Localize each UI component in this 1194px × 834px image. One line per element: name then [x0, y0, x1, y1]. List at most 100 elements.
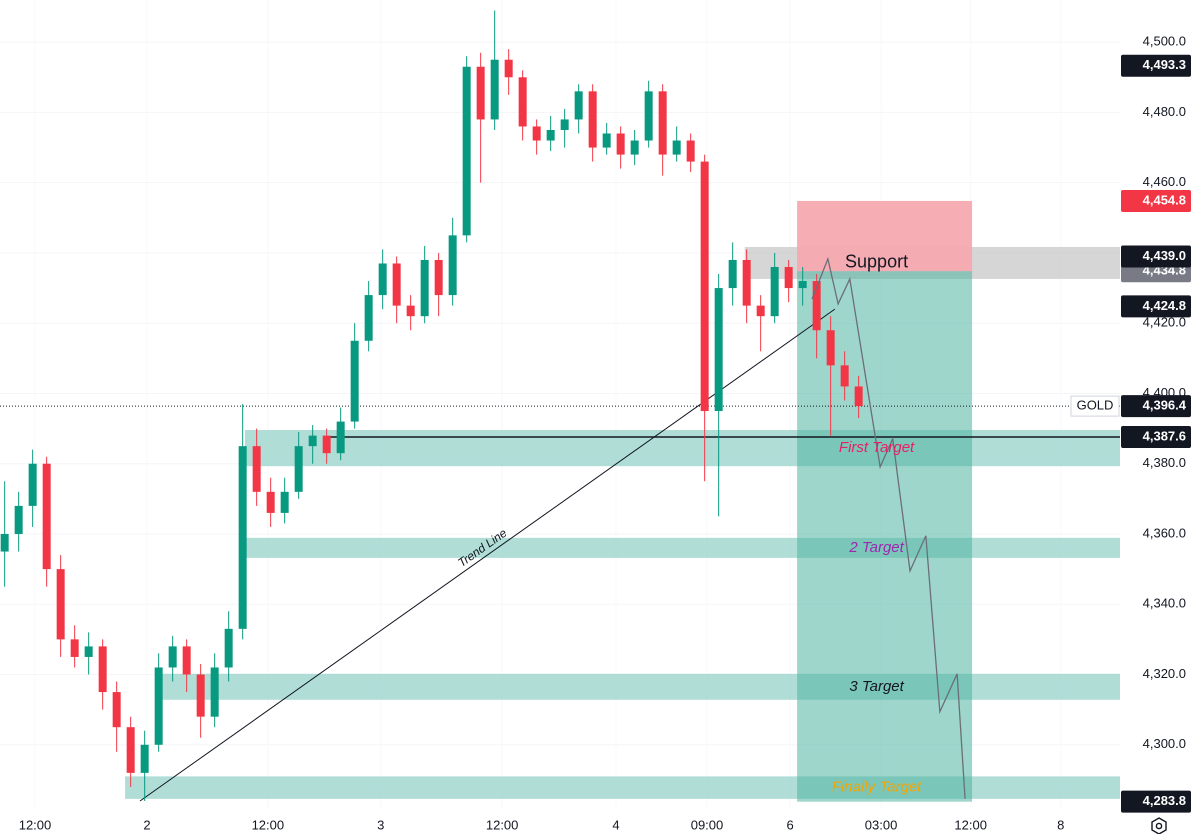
candle-body: [406, 305, 415, 317]
candle-body: [392, 263, 401, 306]
drawing-layer: [0, 200, 1121, 802]
projection-path: [811, 256, 966, 799]
candle-body: [42, 463, 51, 570]
candle-body: [14, 505, 23, 534]
candle-body: [742, 259, 751, 306]
candle-body: [0, 533, 9, 552]
y-tick-label: 4,500.0: [1143, 34, 1186, 49]
candle-body: [462, 66, 471, 236]
zone-label: Finally Target: [832, 779, 922, 796]
candle-body: [420, 259, 429, 317]
zone: [239, 537, 1120, 558]
candle-body: [798, 281, 807, 289]
price-label-box: [1121, 790, 1191, 813]
candle-body: [518, 77, 527, 127]
candle-body: [812, 281, 821, 331]
candle-body: [322, 435, 331, 454]
candle-body: [854, 386, 863, 407]
x-tick-label: 12:00: [19, 817, 52, 832]
zone-label: First Target: [839, 439, 915, 456]
candle-body: [504, 59, 513, 78]
y-tick-label: 4,460.0: [1143, 174, 1186, 189]
candle-body: [252, 446, 261, 492]
candle-body: [266, 491, 275, 513]
candle-body: [140, 744, 149, 773]
candle-body: [616, 133, 625, 155]
candle-body: [840, 365, 849, 387]
candle-body: [434, 259, 443, 296]
y-tick-label: 4,320.0: [1143, 666, 1186, 681]
candle-layer: [0, 10, 863, 801]
x-tick-label: 2: [143, 817, 150, 832]
candle-body: [672, 140, 681, 155]
candle-body: [770, 266, 779, 317]
zone-label: 2 Target: [848, 539, 904, 556]
candle-body: [280, 491, 289, 513]
candle-body: [210, 667, 219, 717]
candle-body: [784, 266, 793, 289]
candle-body: [574, 91, 583, 120]
price-label: 4,454.8: [1143, 192, 1186, 207]
candle-body: [728, 259, 737, 289]
candle-body: [644, 91, 653, 141]
candle-body: [546, 129, 555, 141]
price-label: 4,439.0: [1143, 248, 1186, 263]
candle-body: [112, 692, 121, 728]
x-tick-label: 12:00: [954, 817, 987, 832]
x-tick-label: 12:00: [486, 817, 519, 832]
price-label-box: [1121, 54, 1191, 77]
candle-body: [532, 126, 541, 141]
price-label-box: [1121, 295, 1191, 318]
x-tick-label: 09:00: [691, 817, 724, 832]
symbol-tag-box: [1070, 395, 1120, 417]
candle-body: [560, 119, 569, 130]
x-tick-label: 6: [786, 817, 793, 832]
candle-body: [476, 66, 485, 120]
candle-body: [714, 288, 723, 412]
candle-body: [686, 140, 695, 162]
x-tick-label: 3: [377, 817, 384, 832]
price-label: 4,424.8: [1143, 298, 1186, 313]
x-tick-label: 8: [1057, 817, 1064, 832]
price-label: 4,396.4: [1143, 398, 1187, 413]
settings-icon[interactable]: [1151, 817, 1167, 834]
candle-body: [196, 674, 205, 717]
zone-label: 3 Target: [849, 678, 904, 695]
candle-body: [84, 646, 93, 657]
candle-body: [336, 421, 345, 454]
candle-body: [826, 330, 835, 366]
candle-body: [126, 727, 135, 773]
candle-body: [378, 263, 387, 296]
candle-body: [756, 305, 765, 317]
candle-body: [154, 667, 163, 745]
y-tick-label: 4,300.0: [1143, 736, 1186, 751]
price-label: 4,283.8: [1143, 793, 1186, 808]
zone-label: Support: [845, 252, 908, 272]
settings-hexagon: [1151, 817, 1167, 834]
candle-body: [308, 435, 317, 447]
candle-body: [98, 646, 107, 693]
candle-body: [238, 446, 247, 629]
x-tick-label: 4: [612, 817, 619, 832]
price-label-box: [1121, 245, 1191, 268]
price-label-box: [1121, 189, 1191, 212]
y-tick-label: 4,340.0: [1143, 596, 1186, 611]
candle-body: [364, 295, 373, 341]
candle-body: [168, 646, 177, 668]
price-label: 4,387.6: [1143, 428, 1186, 443]
candle-body: [602, 133, 611, 148]
candle-body: [70, 639, 79, 657]
y-tick-label: 4,480.0: [1143, 104, 1186, 119]
price-label: 4,493.3: [1143, 57, 1186, 72]
price-label-box: [1121, 426, 1191, 449]
candle-body: [56, 569, 65, 640]
candle-body: [588, 91, 597, 148]
price-label-box: [1121, 395, 1191, 418]
candle-body: [182, 646, 191, 675]
y-tick-label: 4,360.0: [1143, 525, 1186, 540]
candle-body: [224, 628, 233, 668]
stop-zone: [797, 200, 973, 272]
settings-dot: [1155, 822, 1163, 830]
